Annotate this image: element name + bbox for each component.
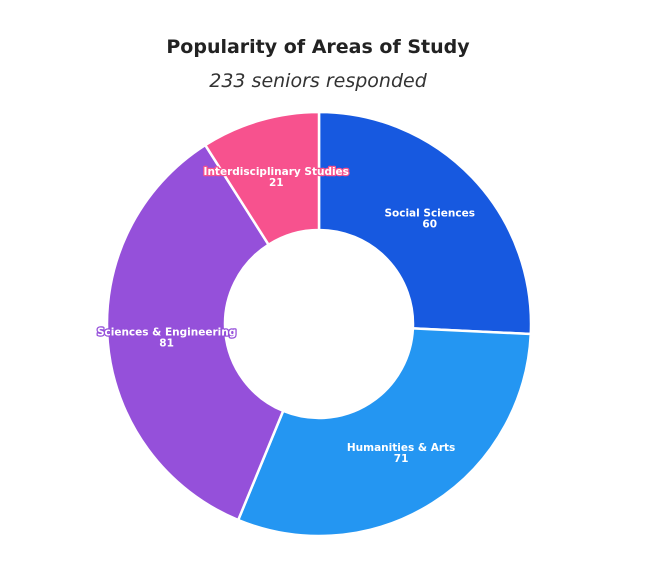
slice-label-sciences-and-engineering: Sciences & Engineering bbox=[97, 326, 236, 338]
slice-label-social-sciences: Social Sciences bbox=[384, 207, 475, 219]
donut-slices bbox=[105, 110, 533, 538]
chart-title: Popularity of Areas of Study bbox=[166, 36, 470, 58]
slice-label-interdisciplinary-studies: Interdisciplinary Studies bbox=[204, 166, 349, 178]
slice-value-humanities-and-arts: 71 bbox=[394, 453, 409, 465]
slice-sciences-and-engineering bbox=[105, 143, 285, 522]
slice-humanities-and-arts bbox=[236, 327, 533, 538]
slice-value-sciences-and-engineering: 81 bbox=[159, 337, 174, 349]
chart-subtitle: 233 seniors responded bbox=[209, 70, 427, 92]
slice-value-social-sciences: 60 bbox=[422, 218, 437, 230]
slice-social-sciences bbox=[317, 110, 533, 336]
slice-value-interdisciplinary-studies: 21 bbox=[269, 177, 284, 189]
slice-label-humanities-and-arts: Humanities & Arts bbox=[347, 442, 455, 454]
slice-interdisciplinary-studies bbox=[204, 110, 321, 246]
